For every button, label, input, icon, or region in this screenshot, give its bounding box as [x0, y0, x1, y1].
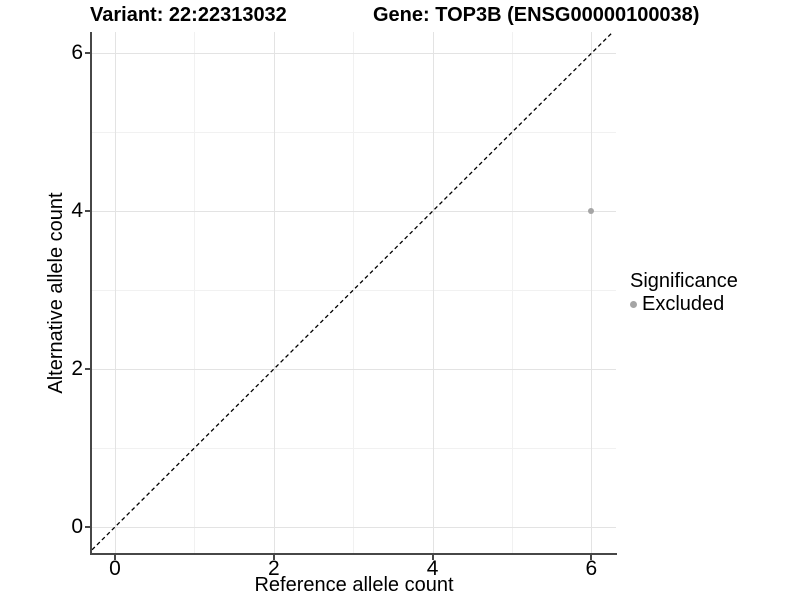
minor-gridline-y: [92, 132, 616, 134]
y-axis-title: Alternative allele count: [45, 192, 67, 394]
x-axis-tick: [272, 555, 275, 560]
minor-gridline-x: [511, 32, 513, 553]
legend-items: Excluded: [630, 293, 738, 315]
legend-item: Excluded: [630, 293, 738, 315]
legend-title: Significance: [630, 270, 738, 292]
major-gridline-x: [115, 32, 117, 553]
y-axis-tick: [85, 368, 90, 371]
y-tick-label: 0: [71, 514, 83, 538]
plot-panel: [92, 32, 616, 553]
y-axis-tick: [85, 210, 90, 213]
x-axis-tick: [114, 555, 117, 560]
y-tick-label: 6: [71, 41, 83, 65]
x-tick-label: 0: [109, 557, 121, 580]
y-axis-tick: [85, 52, 90, 55]
major-gridline-y: [92, 369, 616, 371]
major-gridline-x: [591, 32, 593, 553]
x-axis-title: Reference allele count: [254, 574, 454, 596]
minor-gridline-x: [194, 32, 196, 553]
x-axis-line: [90, 553, 617, 555]
x-axis-tick: [431, 555, 434, 560]
legend: Significance Excluded: [630, 270, 738, 315]
x-axis-tick: [590, 555, 593, 560]
x-tick-label: 2: [267, 557, 280, 580]
x-tick-label: 6: [585, 557, 598, 580]
minor-gridline-x: [353, 32, 355, 553]
minor-gridline-y: [92, 448, 616, 449]
data-point: [588, 208, 595, 215]
major-gridline-x: [432, 32, 434, 553]
variant-title: Variant: 22:22313032: [90, 4, 287, 26]
x-tick-label: 4: [426, 557, 439, 580]
y-axis-line: [90, 32, 92, 555]
major-gridline-y: [92, 526, 616, 528]
major-gridline-y: [92, 211, 616, 213]
major-gridline-x: [273, 32, 275, 553]
y-axis-tick: [85, 525, 90, 528]
legend-swatch: [630, 300, 637, 308]
legend-item-label: Excluded: [642, 293, 725, 315]
gene-title: Gene: TOP3B (ENSG00000100038): [373, 4, 700, 26]
y-tick-label: 4: [71, 199, 83, 223]
major-gridline-y: [92, 53, 616, 55]
y-tick-label: 2: [71, 357, 83, 381]
minor-gridline-y: [92, 290, 616, 292]
